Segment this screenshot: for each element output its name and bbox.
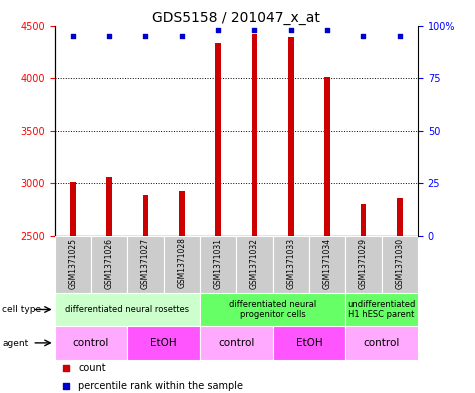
- Text: GSM1371032: GSM1371032: [250, 237, 259, 288]
- Point: [287, 27, 294, 33]
- Bar: [127, 236, 163, 293]
- Text: differentiated neural rosettes: differentiated neural rosettes: [65, 305, 190, 314]
- Point: [105, 33, 113, 39]
- Bar: [345, 293, 418, 326]
- Bar: [106, 177, 112, 236]
- Bar: [324, 77, 330, 236]
- Point: [214, 27, 222, 33]
- Text: differentiated neural
progenitor cells: differentiated neural progenitor cells: [229, 300, 316, 319]
- Point: [69, 33, 76, 39]
- Text: GSM1371031: GSM1371031: [214, 237, 223, 288]
- Bar: [179, 191, 184, 236]
- Text: percentile rank within the sample: percentile rank within the sample: [78, 381, 243, 391]
- Text: control: control: [218, 338, 255, 348]
- Bar: [361, 204, 366, 236]
- Bar: [273, 236, 309, 293]
- Bar: [288, 37, 294, 236]
- Text: count: count: [78, 363, 106, 373]
- Text: GSM1371034: GSM1371034: [323, 237, 332, 288]
- Point: [142, 33, 149, 39]
- Text: control: control: [73, 338, 109, 348]
- Title: GDS5158 / 201047_x_at: GDS5158 / 201047_x_at: [152, 11, 320, 24]
- Text: EtOH: EtOH: [295, 338, 323, 348]
- Bar: [237, 236, 273, 293]
- Bar: [381, 236, 418, 293]
- Bar: [200, 326, 273, 360]
- Point: [178, 33, 186, 39]
- Text: GSM1371030: GSM1371030: [395, 237, 404, 288]
- Point: [251, 27, 258, 33]
- Text: GSM1371026: GSM1371026: [104, 237, 114, 288]
- Point: [360, 33, 367, 39]
- Text: EtOH: EtOH: [150, 338, 177, 348]
- Bar: [200, 236, 237, 293]
- Text: control: control: [363, 338, 400, 348]
- Point: [323, 27, 331, 33]
- Bar: [397, 198, 402, 236]
- Bar: [163, 236, 200, 293]
- Bar: [91, 236, 127, 293]
- Text: GSM1371033: GSM1371033: [286, 237, 295, 288]
- Bar: [200, 293, 345, 326]
- Text: agent: agent: [2, 339, 28, 347]
- Bar: [345, 236, 381, 293]
- Point: [62, 383, 69, 389]
- Text: GSM1371027: GSM1371027: [141, 237, 150, 288]
- Bar: [127, 326, 200, 360]
- Point: [396, 33, 404, 39]
- Bar: [55, 293, 200, 326]
- Bar: [216, 43, 221, 236]
- Text: cell type: cell type: [2, 305, 41, 314]
- Bar: [55, 236, 91, 293]
- Text: GSM1371025: GSM1371025: [68, 237, 77, 288]
- Bar: [273, 326, 345, 360]
- Bar: [55, 326, 127, 360]
- Bar: [143, 195, 148, 236]
- Bar: [252, 34, 257, 236]
- Text: undifferentiated
H1 hESC parent: undifferentiated H1 hESC parent: [348, 300, 416, 319]
- Text: GSM1371029: GSM1371029: [359, 237, 368, 288]
- Point: [62, 365, 69, 371]
- Text: GSM1371028: GSM1371028: [177, 237, 186, 288]
- Bar: [70, 182, 76, 236]
- Bar: [309, 236, 345, 293]
- Bar: [345, 326, 418, 360]
